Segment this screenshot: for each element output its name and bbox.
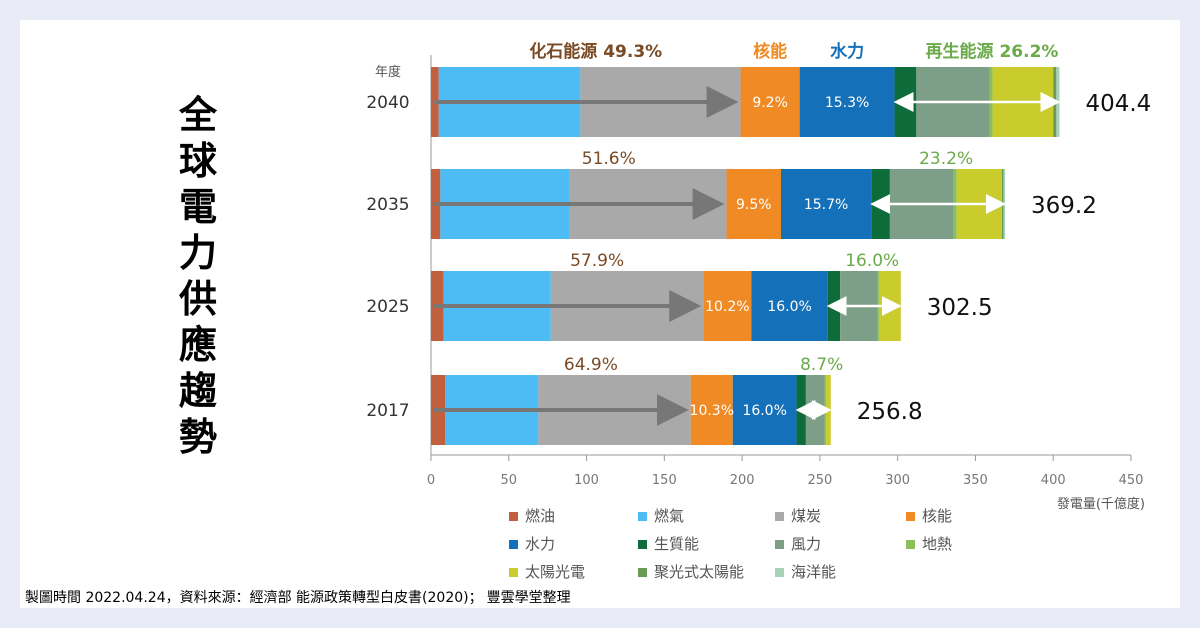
legend-label: 地熱 <box>922 535 952 553</box>
bar-segment <box>781 169 872 239</box>
bar-segment <box>740 67 800 137</box>
page-title: 全球電力供應趨勢 <box>178 93 217 459</box>
bar-segment <box>1056 67 1060 137</box>
nuclear-pct-label: 10.3% <box>690 403 734 419</box>
legend-label: 煤炭 <box>791 507 821 525</box>
bar-segment <box>1001 169 1004 239</box>
fossil-pct-label: 57.9% <box>570 251 624 271</box>
legend-swatch <box>775 512 784 521</box>
hydro-pct-label: 15.7% <box>804 197 848 213</box>
x-tick-label: 400 <box>1041 473 1066 488</box>
bar-segment <box>826 375 831 445</box>
renewable-pct-label: 16.0% <box>845 251 899 271</box>
legend-swatch <box>906 512 915 521</box>
category-label: 2025 <box>366 297 409 317</box>
x-tick-label: 50 <box>501 473 518 488</box>
bar-segment <box>751 271 828 341</box>
total-value-label: 369.2 <box>1031 193 1097 219</box>
legend-label: 生質能 <box>654 535 699 553</box>
x-tick-label: 250 <box>807 473 832 488</box>
legend-swatch <box>509 540 518 549</box>
category-label: 2017 <box>366 401 409 421</box>
legend-swatch <box>638 512 647 521</box>
legend-swatch <box>638 568 647 577</box>
category-label: 2035 <box>366 195 409 215</box>
total-value-label: 256.8 <box>857 399 923 425</box>
legend-swatch <box>509 512 518 521</box>
x-tick-label: 200 <box>730 473 755 488</box>
bar-segment <box>703 271 752 341</box>
legend-swatch <box>775 540 784 549</box>
fossil-pct-label: 64.9% <box>564 355 618 375</box>
bar-segment <box>1003 169 1005 239</box>
fossil-pct-label: 51.6% <box>582 149 636 169</box>
legend-label: 燃油 <box>525 507 555 525</box>
renewable-pct-label: 8.7% <box>800 355 843 375</box>
x-axis-label: 發電量(千億度) <box>1057 496 1145 512</box>
nuclear-pct-label: 9.5% <box>736 197 772 213</box>
x-tick-label: 150 <box>652 473 677 488</box>
legend-label: 燃氣 <box>654 507 684 525</box>
footer-source-text: 製圖時間 2022.04.24，資料來源：經濟部 能源政策轉型白皮書(2020)… <box>25 590 483 606</box>
legend-label: 風力 <box>791 535 821 553</box>
legend-label: 太陽光電 <box>525 563 585 581</box>
x-tick-label: 100 <box>574 473 599 488</box>
total-value-label: 302.5 <box>927 295 993 321</box>
bar-segment <box>732 375 797 445</box>
legend-swatch <box>906 540 915 549</box>
nuclear-pct-label: 10.2% <box>705 299 749 315</box>
legend-swatch <box>638 540 647 549</box>
legend-label: 聚光式太陽能 <box>654 563 744 581</box>
bar-segment <box>726 169 781 239</box>
legend-swatch <box>775 568 784 577</box>
x-tick-label: 300 <box>885 473 910 488</box>
hydro-pct-label: 16.0% <box>767 299 811 315</box>
footer-credit: 豐雲學堂整理 <box>486 590 571 606</box>
hydro-pct-label: 15.3% <box>825 95 869 111</box>
bar-segment <box>690 375 733 445</box>
renewable-group-label: 再生能源 26.2% <box>926 41 1059 62</box>
nuclear-group-label: 核能 <box>753 41 787 62</box>
legend-label: 水力 <box>525 535 555 553</box>
y-axis-label: 年度 <box>375 64 401 80</box>
legend-label: 海洋能 <box>791 563 836 581</box>
fossil-group-label: 化石能源 49.3% <box>529 41 662 62</box>
legend-swatch <box>509 568 518 577</box>
x-tick-label: 0 <box>427 473 435 488</box>
hydro-group-label: 水力 <box>830 41 864 62</box>
x-tick-label: 350 <box>963 473 988 488</box>
nuclear-pct-label: 9.2% <box>752 95 788 111</box>
bar-segment <box>799 67 895 137</box>
footer-source: 製圖時間 2022.04.24，資料來源：經濟部 能源政策轉型白皮書(2020)… <box>25 587 575 607</box>
hydro-pct-label: 16.0% <box>742 403 786 419</box>
x-tick-label: 450 <box>1119 473 1144 488</box>
category-label: 2040 <box>366 93 409 113</box>
renewable-pct-label: 23.2% <box>919 149 973 169</box>
legend-label: 核能 <box>922 507 952 525</box>
total-value-label: 404.4 <box>1085 91 1151 117</box>
